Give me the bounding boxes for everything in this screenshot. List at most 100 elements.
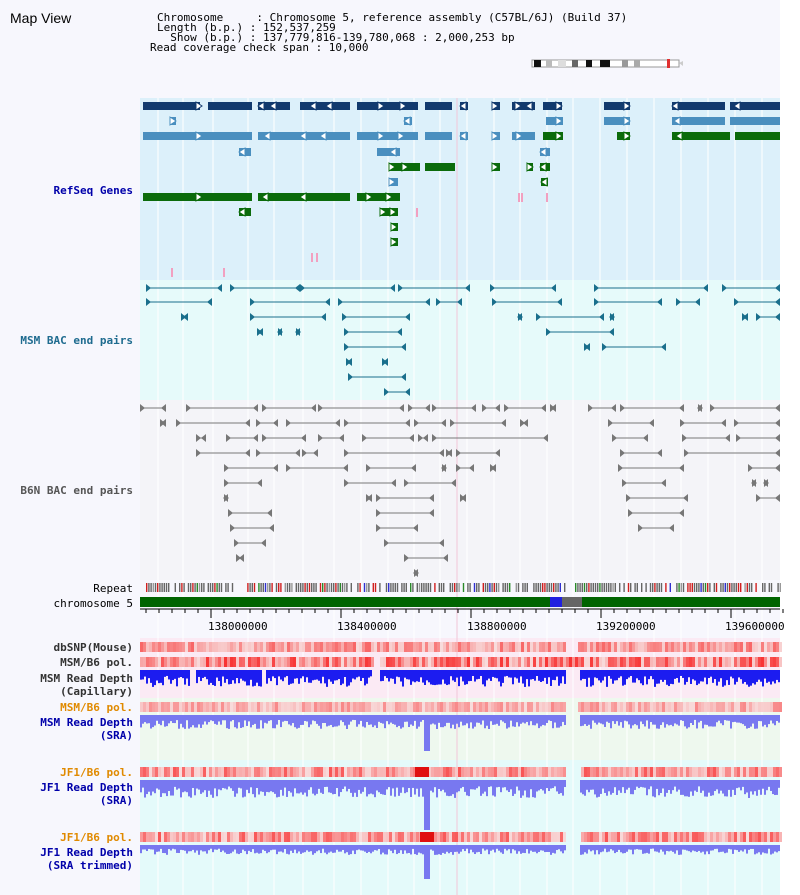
jf1-pol-trim-strip <box>170 832 173 842</box>
jf1-trim-depth-bar <box>198 845 200 855</box>
dbsnp-strip <box>461 642 464 652</box>
jf1-pol-trim-strip <box>518 832 521 842</box>
repeat-mark <box>506 583 509 592</box>
msm-cap-depth-bar <box>172 670 174 681</box>
msm-b6-pol-sra-label: MSM/B6 pol. <box>60 701 133 714</box>
b6n-bac-pair-end <box>456 449 461 457</box>
msm-pol-sra-strip <box>173 702 176 712</box>
msm-sra-depth-bar <box>510 715 512 721</box>
jf1-trim-depth-bar <box>366 845 368 854</box>
b6n-bac-pair-end <box>469 464 474 472</box>
msm-cap-depth-bar <box>150 670 152 683</box>
msm-cap-depth-bar <box>662 670 664 682</box>
msm-sra-depth-bar <box>158 715 160 724</box>
jf1-sra-depth-bar <box>360 780 362 794</box>
msm-sra-depth-bar <box>502 715 504 722</box>
dbsnp-strip <box>701 642 704 652</box>
jf1-trim-depth-bar <box>560 845 562 852</box>
jf1-trim-depth-bar <box>736 845 738 851</box>
gene-block-arrow <box>539 162 547 172</box>
jf1-trim-depth-bar <box>174 845 176 850</box>
jf1-pol-trim-strip <box>200 832 203 842</box>
jf1-pol-trim-strip <box>512 832 515 842</box>
msm-pol-sra-strip <box>416 702 419 712</box>
msm-sra-depth-bar <box>294 715 296 728</box>
msm-pol-strip <box>578 657 581 667</box>
dbsnp-strip <box>581 642 584 652</box>
msm-bac-pair-end <box>342 313 347 321</box>
jf1-pol-strip <box>704 767 707 777</box>
jf1-trim-depth-bar <box>142 845 144 850</box>
repeat-mark <box>482 583 484 592</box>
b6n-bac-pair-end <box>680 419 685 427</box>
jf1-trim-depth-bar <box>418 845 420 853</box>
msm-pol-strip <box>272 657 275 667</box>
repeat-mark <box>434 583 436 592</box>
repeat-mark <box>740 583 742 592</box>
jf1-sra-depth-bar <box>170 780 172 796</box>
msm-sra-depth-bar <box>562 715 564 722</box>
msm-bac-pair-end <box>436 298 441 306</box>
jf1-pol-trim-strip <box>293 832 296 842</box>
gene-block-arrow <box>397 131 405 141</box>
msm-cap-depth-bar <box>716 670 718 686</box>
msm-cap-depth-bar <box>620 670 622 677</box>
dbsnp-strip <box>266 642 269 652</box>
repeat-mark <box>592 583 594 592</box>
jf1-pol-strip <box>395 767 398 777</box>
jf1-trim-depth-bar <box>778 845 780 852</box>
repeat-mark <box>641 583 643 592</box>
dbsnp-strip <box>491 642 494 652</box>
gene-block-arrow <box>514 101 522 111</box>
msm-sra-depth-bar <box>508 715 510 728</box>
msm-cap-depth-bar <box>766 670 768 683</box>
msm-cap-depth-bar <box>396 670 398 677</box>
repeat-mark <box>196 583 198 592</box>
dbsnp-strip <box>617 642 620 652</box>
msm-pol-sra-strip <box>269 702 272 712</box>
dbsnp-strip <box>230 642 233 652</box>
jf1-sra-depth-bar <box>664 780 666 797</box>
b6n-bac-pair-end <box>447 449 452 457</box>
msm-sra-depth-bar <box>142 715 144 724</box>
msm-pol-strip <box>446 657 449 667</box>
jf1-pol-trim-strip <box>563 832 566 842</box>
jf1-read-depth-trimmed-sub: (SRA trimmed) <box>46 859 133 872</box>
chromosome-ideogram[interactable] <box>530 53 683 68</box>
msm-cap-depth-bar <box>404 670 406 678</box>
jf1-pol-strip <box>464 767 467 777</box>
jf1-pol-strip <box>440 767 443 777</box>
jf1-sra-depth-bar <box>590 780 592 790</box>
msm-cap-depth-bar <box>660 670 662 680</box>
b6n-bac-pair-end <box>409 434 414 442</box>
dbsnp-strip <box>254 642 257 652</box>
dbsnp-strip <box>716 642 719 652</box>
msm-cap-depth-bar <box>410 670 412 685</box>
repeat-mark <box>368 583 370 592</box>
msm-sra-depth-bar <box>212 715 214 722</box>
jf1-pol-strip <box>710 767 713 777</box>
dbsnp-strip <box>320 642 323 652</box>
jf1-pol-strip <box>689 767 692 777</box>
b6n-bac-pair-end <box>366 464 371 472</box>
msm-cap-depth-bar <box>418 670 420 682</box>
jf1-pol-strip <box>557 767 560 777</box>
msm-pol-sra-strip <box>641 702 644 712</box>
msm-pol-sra-strip <box>413 702 416 712</box>
dbsnp-strip <box>470 642 473 652</box>
jf1-trim-depth-bar <box>490 845 492 851</box>
msm-pol-sra-strip <box>359 702 362 712</box>
msm-sra-depth-bar <box>188 715 190 729</box>
jf1-sra-depth-bar <box>776 780 778 795</box>
dbsnp-strip <box>308 642 311 652</box>
msm-pol-strip <box>533 657 536 667</box>
repeat-mark <box>619 583 621 592</box>
msm-pol-sra-strip <box>623 702 626 712</box>
jf1-trim-depth-bar <box>368 845 370 852</box>
b6n-bac-pair-end <box>612 434 617 442</box>
msm-pol-strip <box>776 657 779 667</box>
jf1-trim-depth-bar <box>358 845 360 850</box>
msm-sra-depth-bar <box>432 715 434 724</box>
jf1-pol-strip <box>161 767 164 777</box>
